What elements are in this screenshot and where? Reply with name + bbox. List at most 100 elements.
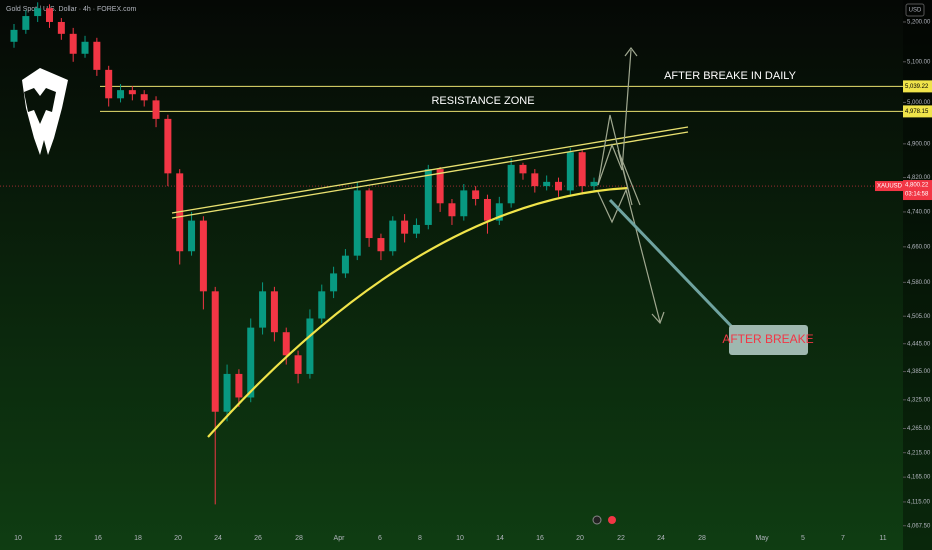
y-tick-label: 4,067.50 <box>907 523 931 529</box>
annotation-box <box>729 325 808 355</box>
candle-body <box>483 198 491 221</box>
candle-body <box>436 169 444 204</box>
y-tick-label: 4,325.00 <box>907 397 931 403</box>
event-icon <box>608 516 616 524</box>
candle-body <box>554 181 562 191</box>
x-tick-label: 11 <box>879 535 886 542</box>
arrow-path <box>597 114 641 206</box>
x-tick-label: 20 <box>576 535 584 542</box>
price-label: 4,978.15 <box>905 109 929 115</box>
last-price-bg <box>903 180 932 201</box>
candle-body <box>377 238 385 252</box>
y-tick-label: 4,385.00 <box>907 369 931 375</box>
trendline <box>171 131 689 219</box>
candle-body <box>117 90 125 99</box>
logo <box>22 68 68 155</box>
candle-body <box>424 169 432 225</box>
currency-box <box>905 3 925 17</box>
symbol-label: XAUUSD <box>877 184 903 190</box>
arrow-head <box>624 47 638 57</box>
x-tick-label: 10 <box>14 535 22 542</box>
candle-body <box>531 173 539 187</box>
x-tick-label: 5 <box>801 535 805 542</box>
trendline <box>171 126 689 214</box>
candle-body <box>566 152 574 191</box>
currency: USD <box>909 8 922 14</box>
candle-body <box>211 291 219 412</box>
x-tick-label: 24 <box>214 535 222 542</box>
candle-body <box>495 203 503 221</box>
candle-body <box>270 291 278 333</box>
candle-body <box>259 291 267 328</box>
annotation: AFTER BREAKE IN DAILY <box>664 70 796 82</box>
chart-title: Gold Spot / U.S. Dollar · 4h · FOREX.com <box>6 6 136 13</box>
y-tick-label: 4,580.00 <box>907 280 931 286</box>
candle-body <box>164 118 172 174</box>
candle-body <box>507 164 515 204</box>
y-tick-label: 4,215.00 <box>907 450 931 456</box>
support-curve <box>207 186 629 438</box>
candle-body <box>188 220 196 252</box>
x-tick-label: 8 <box>418 535 422 542</box>
candle-body <box>282 332 290 356</box>
last-price-label: 4,800.22 <box>905 183 929 189</box>
candle-body <box>412 224 420 234</box>
y-tick-label: 4,740.00 <box>907 210 931 216</box>
y-tick-label: 5,000.00 <box>907 100 931 106</box>
x-tick-label: 12 <box>54 535 62 542</box>
event-icon <box>592 515 602 525</box>
price-label: 5,039.22 <box>905 84 929 90</box>
arrow-path <box>597 49 632 186</box>
candle-body <box>128 90 136 95</box>
x-tick-label: 18 <box>134 535 142 542</box>
candle-body <box>152 100 160 119</box>
candle-body <box>69 33 77 54</box>
candle-body <box>519 164 527 174</box>
countdown: 03:14:58 <box>905 192 929 198</box>
candle-body <box>401 220 409 234</box>
x-tick-label: 26 <box>254 535 262 542</box>
candle-body <box>318 291 326 319</box>
candle-body <box>330 273 338 292</box>
symbol-label-bg <box>875 181 903 192</box>
candle-body <box>199 220 207 292</box>
y-tick-label: 4,900.00 <box>907 141 931 147</box>
candle-body <box>46 8 54 22</box>
price-label-bg <box>903 80 932 93</box>
price-label-bg <box>903 105 932 118</box>
candle-body <box>81 41 89 54</box>
x-tick-label: 28 <box>295 535 303 542</box>
candle-body <box>223 373 231 412</box>
x-tick-label: 16 <box>94 535 102 542</box>
candle-body <box>140 94 148 101</box>
candle-body <box>306 318 314 374</box>
annotation: AFTER BREAKE <box>722 332 813 346</box>
candle-body <box>105 69 113 99</box>
x-tick-label: 28 <box>698 535 706 542</box>
candle-body <box>57 21 65 34</box>
candle-body <box>34 8 42 17</box>
candle-body <box>294 355 302 374</box>
candle-body <box>590 181 598 187</box>
y-tick-label: 5,200.00 <box>907 20 931 26</box>
candle-body <box>93 41 101 70</box>
arrow-line <box>608 198 737 332</box>
candle-body <box>247 327 255 398</box>
x-tick-label: 6 <box>378 535 382 542</box>
candle-body <box>341 255 349 274</box>
y-tick-label: 4,165.00 <box>907 475 931 481</box>
y-tick-label: 4,445.00 <box>907 341 931 347</box>
annotation: RESISTANCE ZONE <box>431 95 534 107</box>
candle-body <box>10 29 18 42</box>
candle-body <box>353 190 361 256</box>
arrow-head <box>651 311 665 325</box>
x-tick-label: 7 <box>841 535 845 542</box>
y-tick-label: 4,820.00 <box>907 175 931 181</box>
candle-body <box>460 190 468 217</box>
x-tick-label: 10 <box>456 535 464 542</box>
candle-body <box>22 16 30 30</box>
y-tick-label: 4,265.00 <box>907 426 931 432</box>
